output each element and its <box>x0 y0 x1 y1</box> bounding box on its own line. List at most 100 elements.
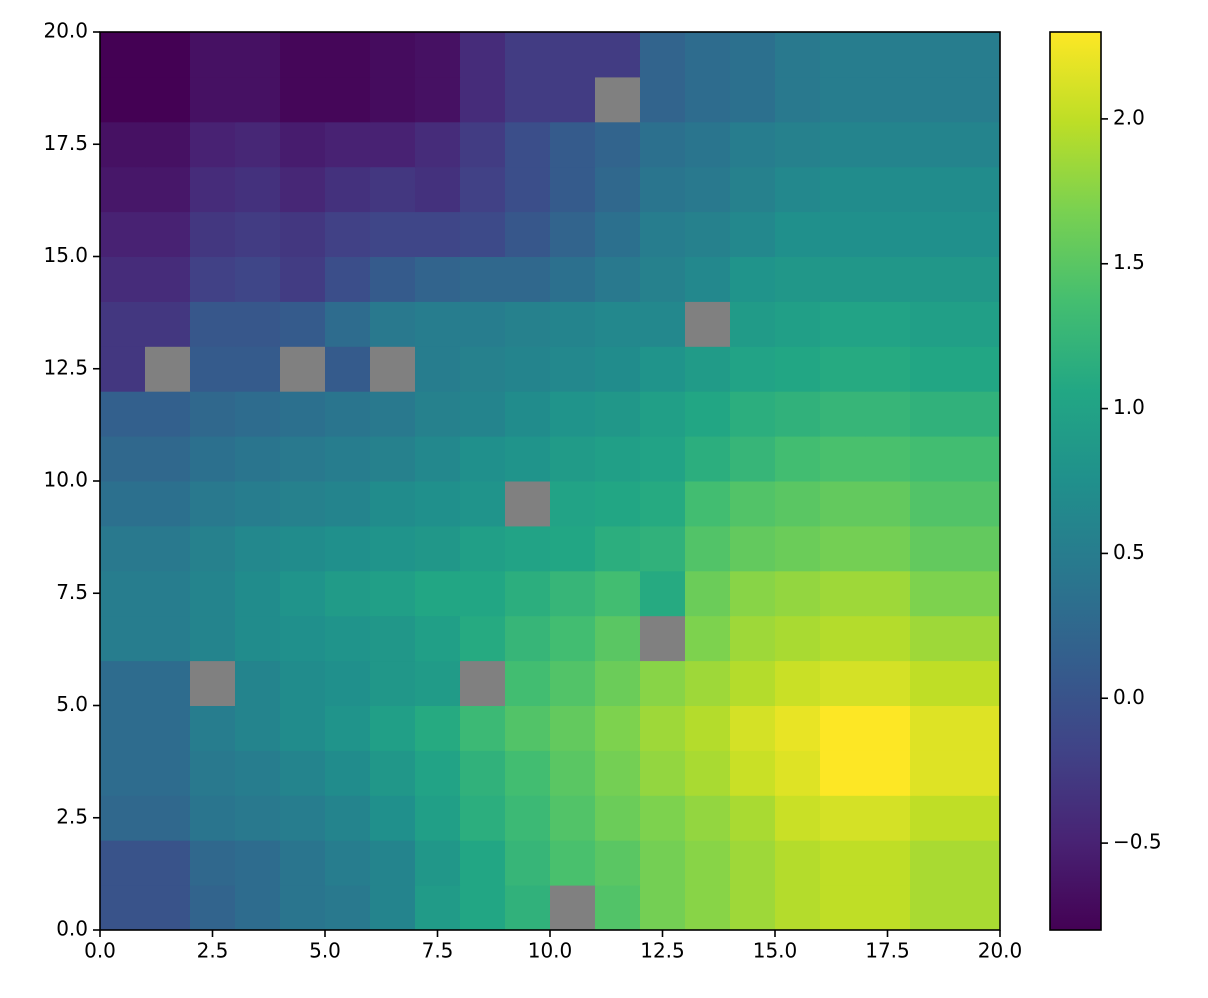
cell <box>775 525 821 572</box>
cell <box>325 391 371 437</box>
cell <box>550 436 596 482</box>
cell <box>865 76 911 123</box>
x-tick-label: 0.0 <box>84 939 116 963</box>
cell <box>415 795 461 841</box>
cell <box>190 211 236 257</box>
cell <box>910 256 956 302</box>
colorbar-tick-label: 1.5 <box>1113 250 1145 274</box>
cell <box>280 76 326 123</box>
y-tick-label: 0.0 <box>56 917 88 941</box>
cell <box>235 436 281 482</box>
cell <box>235 795 281 841</box>
cell <box>145 121 191 168</box>
cell <box>460 436 506 482</box>
cell <box>235 885 281 931</box>
cell <box>640 256 686 302</box>
cell <box>505 525 551 572</box>
cell <box>595 211 641 257</box>
cell <box>370 615 416 662</box>
cell <box>190 705 236 751</box>
cell <box>460 615 506 662</box>
cell <box>280 391 326 437</box>
cell <box>685 885 731 931</box>
cell <box>820 346 866 392</box>
cell <box>685 750 731 796</box>
cell <box>910 660 956 706</box>
cell <box>685 391 731 437</box>
cell <box>145 256 191 302</box>
cell <box>190 256 236 302</box>
cell <box>415 840 461 886</box>
cell <box>190 346 236 392</box>
cell <box>730 795 776 841</box>
x-tick-label: 20.0 <box>978 939 1023 963</box>
cell <box>640 750 686 796</box>
cell <box>280 301 326 347</box>
cell <box>910 32 956 78</box>
cell <box>685 211 731 257</box>
cell <box>190 481 236 527</box>
nan-cell <box>505 481 551 527</box>
cell <box>955 525 1001 572</box>
cell <box>955 166 1001 213</box>
cell <box>775 750 821 796</box>
cell <box>370 256 416 302</box>
cell <box>460 750 506 796</box>
cell <box>775 32 821 78</box>
cell <box>640 121 686 168</box>
cell <box>775 436 821 482</box>
cell <box>460 301 506 347</box>
cell <box>280 256 326 302</box>
cell <box>415 211 461 257</box>
cell <box>100 750 146 796</box>
cell <box>235 391 281 437</box>
cell <box>865 660 911 706</box>
cell <box>190 525 236 572</box>
cell <box>550 346 596 392</box>
cell <box>595 840 641 886</box>
cell <box>955 346 1001 392</box>
cell <box>415 121 461 168</box>
cell <box>730 705 776 751</box>
cell <box>595 391 641 437</box>
cell <box>145 525 191 572</box>
cell <box>730 436 776 482</box>
x-tick-label: 17.5 <box>865 939 910 963</box>
cell <box>325 32 371 78</box>
cell <box>370 795 416 841</box>
cell <box>955 481 1001 527</box>
cell <box>325 525 371 572</box>
cell <box>415 885 461 931</box>
cell <box>460 840 506 886</box>
cell <box>595 705 641 751</box>
cell <box>955 885 1001 931</box>
cell <box>865 885 911 931</box>
cell <box>280 481 326 527</box>
cell <box>280 840 326 886</box>
cell <box>955 121 1001 168</box>
cell <box>190 885 236 931</box>
cell <box>235 615 281 662</box>
cell <box>910 525 956 572</box>
cell <box>550 391 596 437</box>
cell <box>730 166 776 213</box>
cell <box>775 76 821 123</box>
cell <box>235 211 281 257</box>
cell <box>595 885 641 931</box>
cell <box>280 705 326 751</box>
cell <box>370 76 416 123</box>
cell <box>820 481 866 527</box>
cell <box>460 391 506 437</box>
cell <box>640 705 686 751</box>
cell <box>370 121 416 168</box>
cell <box>550 750 596 796</box>
cell <box>550 795 596 841</box>
cell <box>325 750 371 796</box>
colorbar <box>1049 31 1102 931</box>
cell <box>640 211 686 257</box>
cell <box>775 885 821 931</box>
cell <box>100 525 146 572</box>
cell <box>730 121 776 168</box>
cell <box>325 301 371 347</box>
